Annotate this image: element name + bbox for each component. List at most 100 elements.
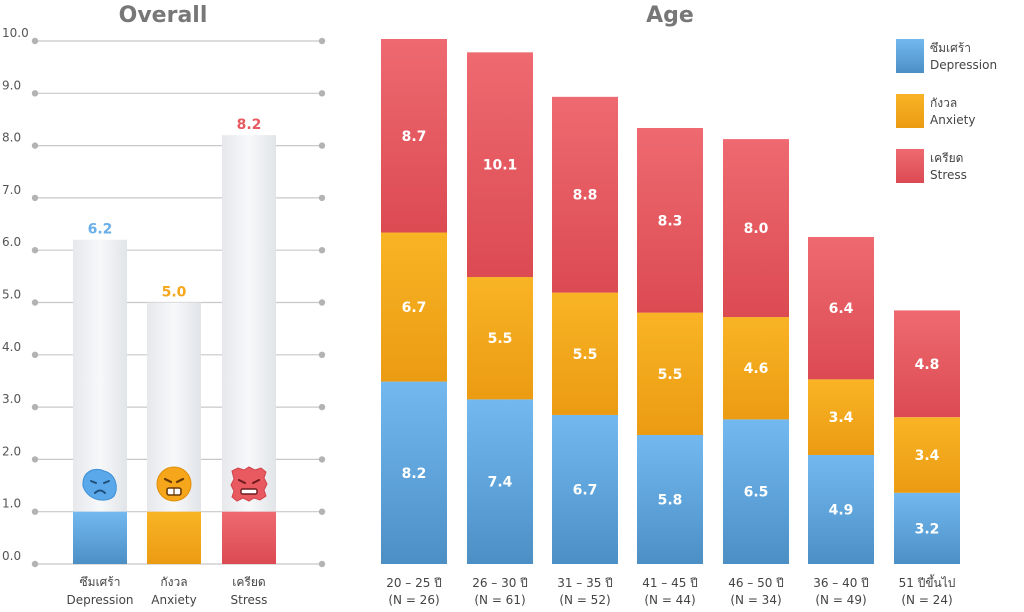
gridline-dot <box>31 247 39 254</box>
age-segment-value-label: 3.4 <box>829 410 854 426</box>
age-bar-segment-stress <box>381 39 447 233</box>
legend-label-anxiety-en: Anxiety <box>930 113 975 127</box>
age-bar-segment-depression <box>467 399 533 564</box>
y-tick-label: 3.0 <box>2 392 21 406</box>
age-category-label: 36 – 40 ปี <box>813 576 869 590</box>
age-segment-value-label: 4.6 <box>744 361 769 377</box>
age-segment-value-label: 10.1 <box>483 158 518 174</box>
legend: ซึมเศร้า Depression กังวล Anxiety เครียด… <box>896 39 997 183</box>
gridline-dot <box>318 403 326 411</box>
y-tick-label: 0.0 <box>2 549 21 563</box>
age-category-label: 46 – 50 ปี <box>728 576 784 590</box>
overall-bar-depression <box>73 511 127 564</box>
gridline-dot <box>31 456 39 463</box>
gridline-dot <box>318 299 326 306</box>
overall-bars: 6.2 ซึมเศร้า Depression 5.0 กังวล Anxiety 8.2 เ… <box>66 117 276 607</box>
age-category-n-label: (N = 52) <box>559 593 610 607</box>
age-category-label: 31 – 35 ปี <box>557 576 613 590</box>
age-segment-value-label: 3.2 <box>915 521 940 537</box>
gridline-dot <box>31 508 39 515</box>
y-tick-label: 7.0 <box>2 183 21 197</box>
age-bar-segment-depression <box>723 419 789 564</box>
age-segment-value-label: 8.0 <box>744 221 769 237</box>
age-bar-segment-anxiety <box>637 312 703 435</box>
overall-bar-anxiety <box>147 511 201 564</box>
overall-bar-track <box>73 239 127 512</box>
age-category-label: 26 – 30 ปี <box>472 576 528 590</box>
age-segment-value-label: 6.5 <box>744 485 769 501</box>
age-bar-segment-depression <box>552 414 618 564</box>
y-tick-label: 9.0 <box>2 78 21 92</box>
age-bar-segment-anxiety <box>381 232 447 382</box>
age-segment-value-label: 8.7 <box>402 129 427 145</box>
age-category-label: 51 ปีขึ้นไป <box>899 574 956 590</box>
gridline-dot <box>31 351 39 358</box>
age-bar-segment-stress <box>637 127 703 313</box>
legend-label-stress-en: Stress <box>930 168 967 182</box>
age-bar-segment-stress <box>467 52 533 278</box>
age-bar-segment-stress <box>894 310 960 418</box>
gridline-dot <box>31 194 39 202</box>
age-segment-value-label: 5.5 <box>488 331 513 347</box>
legend-swatch-depression <box>896 39 924 73</box>
age-bar-segment-stress <box>552 96 618 293</box>
age-bar-segment-depression <box>894 492 960 564</box>
overall-category-label-en: Depression <box>66 593 133 607</box>
gridline-dot <box>31 560 39 568</box>
age-category-label: 41 – 45 ปี <box>642 576 698 590</box>
y-tick-label: 6.0 <box>2 235 21 249</box>
age-bar-segment-stress <box>808 236 874 380</box>
age-segment-value-label: 4.9 <box>829 502 854 518</box>
age-segment-value-label: 7.4 <box>488 475 513 491</box>
age-bar-segment-anxiety <box>723 317 789 420</box>
overall-category-label-th: ซึมเศร้า <box>80 575 121 589</box>
overall-value-label: 8.2 <box>237 117 262 133</box>
gridline-dot <box>318 560 326 568</box>
stressed-red-face-icon <box>230 466 268 502</box>
overall-chart-title: Overall <box>119 3 208 28</box>
legend-swatch-stress <box>896 149 924 183</box>
age-category-label: 20 – 25 ปี <box>386 576 442 590</box>
age-bar-segment-depression <box>381 381 447 564</box>
age-bar-segment-depression <box>808 454 874 564</box>
overall-bar-track <box>222 135 276 512</box>
age-bar-segment-anxiety <box>552 292 618 415</box>
age-category-n-label: (N = 26) <box>388 593 439 607</box>
age-segment-value-label: 4.8 <box>915 357 940 373</box>
overall-category-label-th: เครียด <box>232 575 265 589</box>
overall-value-label: 6.2 <box>88 222 113 238</box>
anxious-orange-face-icon <box>156 466 192 502</box>
age-segment-value-label: 8.2 <box>402 466 427 482</box>
age-segment-value-label: 5.5 <box>658 367 683 383</box>
age-category-n-label: (N = 61) <box>474 593 525 607</box>
age-chart-title: Age <box>646 3 694 28</box>
gridline-dot <box>31 403 39 411</box>
age-segment-value-label: 6.4 <box>829 301 854 317</box>
gridline-dot <box>318 508 326 515</box>
legend-swatch-anxiety <box>896 94 924 128</box>
legend-label-depression-th: ซึมเศร้า <box>930 41 971 55</box>
y-tick-label: 4.0 <box>2 340 21 354</box>
overall-category-label-en: Anxiety <box>151 593 196 607</box>
sad-blue-face-icon <box>82 468 117 501</box>
age-category-n-label: (N = 34) <box>730 593 781 607</box>
gridline-dot <box>318 247 326 254</box>
y-tick-label: 10.0 <box>2 26 29 40</box>
age-segment-value-label: 3.4 <box>915 448 940 464</box>
age-segment-value-label: 8.8 <box>573 188 598 204</box>
age-segment-value-label: 5.5 <box>573 347 598 363</box>
overall-category-label-th: กังวล <box>160 575 187 589</box>
gridline-dot <box>318 194 326 202</box>
gridline-dot <box>31 90 39 97</box>
gridline-dot <box>31 37 39 45</box>
gridline-dot <box>318 351 326 358</box>
age-category-n-label: (N = 44) <box>644 593 695 607</box>
age-segment-value-label: 8.3 <box>658 213 683 229</box>
overall-bar-stress <box>222 511 276 564</box>
age-bar-segment-depression <box>637 434 703 564</box>
gridline-dot <box>31 299 39 306</box>
gridline-dot <box>318 37 326 45</box>
age-bar-segment-anxiety <box>894 417 960 493</box>
y-tick-label: 8.0 <box>2 131 21 145</box>
